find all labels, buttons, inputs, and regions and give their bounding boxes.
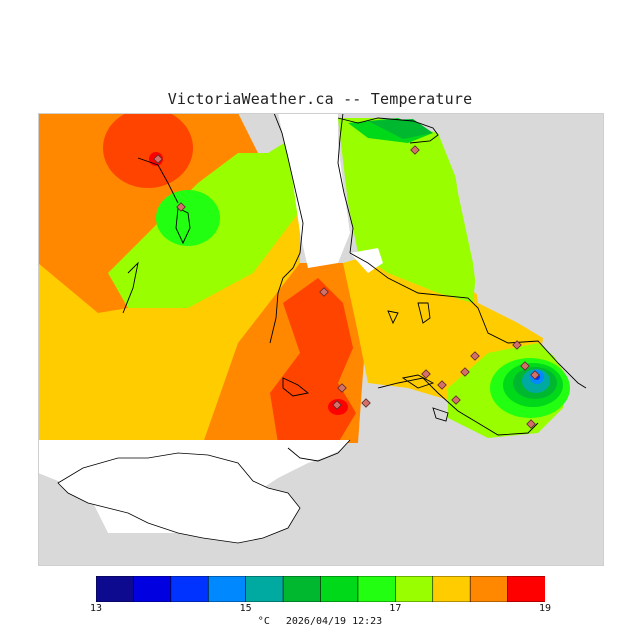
- station-marker: [526, 419, 536, 429]
- legend-swatch: [395, 576, 434, 602]
- unit-label: °C: [257, 616, 270, 627]
- temperature-map: [38, 113, 604, 566]
- legend-swatch: [245, 576, 284, 602]
- station-marker: [512, 340, 522, 350]
- station-marker: [337, 383, 347, 393]
- legend-tick-label: 13: [89, 603, 103, 614]
- map-frame: [38, 113, 604, 566]
- legend-tick-label: 17: [389, 603, 402, 614]
- station-markers: [153, 145, 540, 429]
- cool-spot: [156, 190, 220, 246]
- legend-swatch: [96, 576, 135, 602]
- legend-swatch: [357, 576, 396, 602]
- station-marker: [421, 369, 431, 379]
- coastlines: [122, 113, 587, 462]
- southern-landmass: [57, 452, 301, 544]
- legend-swatch: [207, 576, 247, 602]
- timestamp: 2026/04/19 12:23: [285, 616, 383, 627]
- temperature-field: [38, 113, 570, 443]
- warm-spot-nw: [103, 113, 193, 188]
- station-marker: [470, 351, 480, 361]
- station-marker: [361, 398, 371, 408]
- station-marker: [410, 145, 420, 155]
- map-title: VictoriaWeather.ca -- Temperature: [167, 90, 473, 108]
- footer: °C 2026/04/19 12:23: [0, 616, 640, 627]
- legend-swatch: [432, 576, 471, 602]
- legend-tick-label: 19: [538, 603, 552, 614]
- legend-swatch: [507, 576, 545, 602]
- station-marker: [437, 380, 447, 390]
- color-legend: [96, 576, 545, 602]
- legend-swatch: [469, 576, 509, 602]
- station-marker: [332, 400, 342, 410]
- legend-tick-label: 15: [239, 603, 252, 614]
- legend-swatch: [320, 576, 359, 602]
- station-marker: [153, 154, 163, 164]
- station-marker: [451, 395, 461, 405]
- station-marker: [460, 367, 470, 377]
- station-marker: [176, 202, 186, 212]
- water: [38, 113, 604, 566]
- station-marker: [520, 361, 530, 371]
- legend-swatch: [282, 576, 322, 602]
- station-marker: [319, 287, 329, 297]
- legend-swatch: [133, 576, 172, 602]
- legend-tick-labels: 13 15 17 19: [0, 603, 640, 619]
- legend-swatch: [170, 576, 209, 602]
- station-marker: [530, 370, 540, 380]
